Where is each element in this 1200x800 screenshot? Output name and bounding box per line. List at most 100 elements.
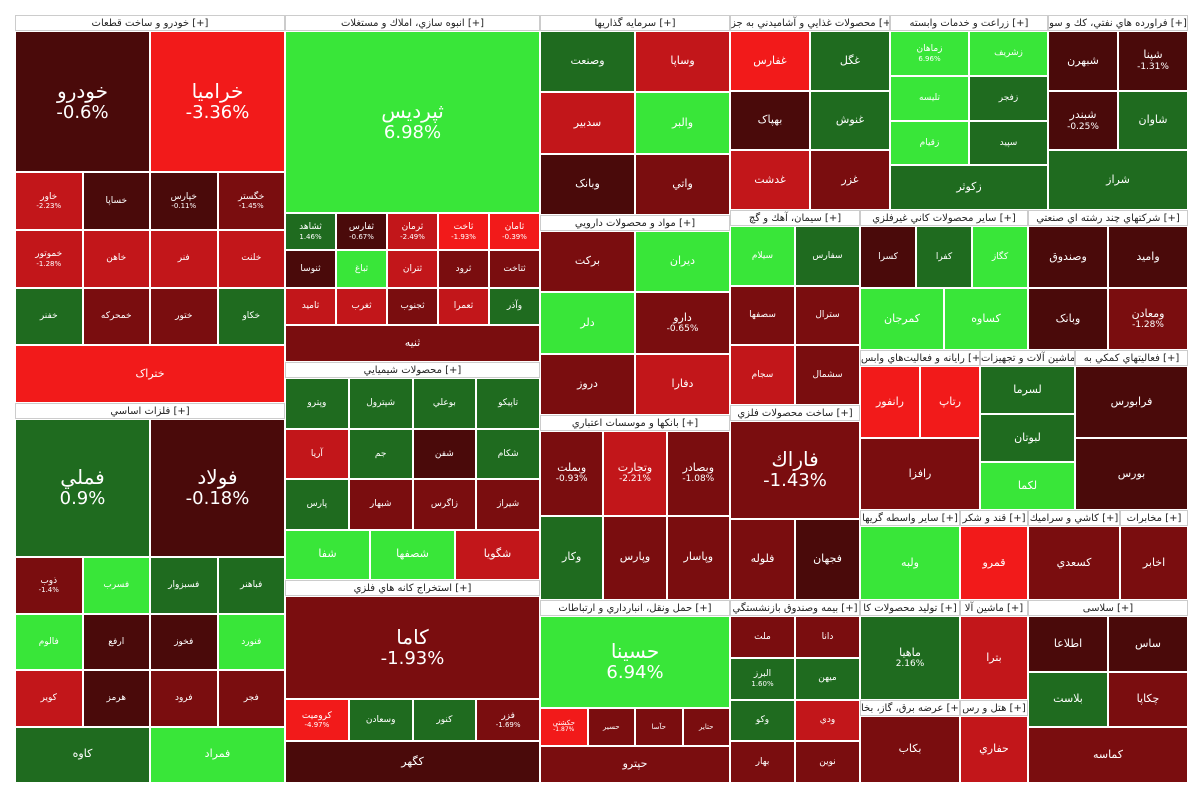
- treemap-tile[interactable]: كفرا: [916, 226, 972, 288]
- treemap-tile[interactable]: وصندوق: [1028, 226, 1108, 288]
- treemap-tile[interactable]: وبانک: [540, 153, 635, 215]
- treemap-tile[interactable]: حفاري: [960, 716, 1028, 783]
- treemap-tile[interactable]: آريا: [285, 428, 349, 479]
- treemap-tile[interactable]: اخابر: [1120, 526, 1188, 600]
- treemap-tile[interactable]: زاگرس: [412, 479, 477, 530]
- treemap-tile[interactable]: ثاخت -1.93%: [438, 213, 489, 251]
- treemap-tile[interactable]: غنوش: [810, 90, 890, 151]
- sector-header[interactable]: قند و شكر [+]: [960, 510, 1028, 526]
- treemap-tile[interactable]: وآذر: [489, 287, 540, 325]
- treemap-tile[interactable]: ثپرديس 6.98%: [285, 31, 540, 213]
- treemap-tile[interactable]: فرود: [150, 670, 218, 727]
- treemap-tile[interactable]: حكشتي -1.87%: [540, 708, 588, 746]
- treemap-tile[interactable]: لكما: [980, 462, 1075, 510]
- treemap-tile[interactable]: خمحرکه: [82, 287, 150, 346]
- treemap-tile[interactable]: فنر: [150, 229, 218, 288]
- treemap-tile[interactable]: كسعدي: [1028, 526, 1120, 600]
- treemap-tile[interactable]: ساس: [1108, 616, 1188, 672]
- treemap-tile[interactable]: واميد: [1108, 226, 1188, 288]
- treemap-tile[interactable]: حسير: [587, 708, 635, 746]
- treemap-tile[interactable]: وتجارت -2.21%: [603, 431, 667, 516]
- treemap-tile[interactable]: بكاب: [860, 716, 960, 783]
- treemap-tile[interactable]: كساوه: [944, 288, 1028, 350]
- sector-header[interactable]: شركتهاي چند رشته اي صنعتي [+]: [1028, 210, 1188, 226]
- treemap-tile[interactable]: كوير: [15, 670, 83, 727]
- treemap-tile[interactable]: شفن: [412, 428, 477, 479]
- treemap-tile[interactable]: رتاپ: [920, 366, 980, 438]
- sector-header[interactable]: فعاليتهاي كمكي به [+]: [1075, 350, 1188, 366]
- sector-header[interactable]: بيمه وصندوق بازنشستگي [+]: [730, 600, 860, 616]
- treemap-tile[interactable]: ارفع: [82, 613, 150, 670]
- sector-header[interactable]: خودرو و ساخت قطعات [+]: [15, 15, 285, 31]
- treemap-tile[interactable]: وپاسار: [666, 515, 730, 600]
- treemap-tile[interactable]: كروميت -4.97%: [285, 699, 349, 741]
- treemap-tile[interactable]: دانا: [795, 616, 860, 658]
- treemap-tile[interactable]: برکت: [540, 231, 635, 293]
- treemap-tile[interactable]: ثفارس -0.67%: [336, 213, 387, 251]
- sector-header[interactable]: توليد محصولات كا [+]: [860, 600, 960, 616]
- sector-header[interactable]: سيمان، آهك و گچ [+]: [730, 210, 860, 226]
- treemap-tile[interactable]: ثشاهد 1.46%: [285, 213, 336, 251]
- treemap-tile[interactable]: چكاپا: [1108, 671, 1188, 728]
- treemap-tile[interactable]: فسرب: [82, 557, 150, 614]
- treemap-tile[interactable]: خاهن: [82, 229, 150, 288]
- sector-header[interactable]: محصولات غذايي و آشاميدني به جز [+]: [730, 15, 890, 31]
- sector-header[interactable]: ساخت محصولات فلزي [+]: [730, 405, 860, 421]
- treemap-tile[interactable]: ثغرب: [336, 287, 387, 325]
- sector-header[interactable]: سلاسی [+]: [1028, 600, 1188, 616]
- treemap-tile[interactable]: ثجنوب: [387, 287, 438, 325]
- treemap-tile[interactable]: لسرما: [980, 366, 1075, 414]
- treemap-tile[interactable]: وبانک: [1028, 288, 1108, 350]
- treemap-tile[interactable]: سشمال: [795, 345, 860, 405]
- treemap-tile[interactable]: ثعمرا: [438, 287, 489, 325]
- sector-header[interactable]: انبوه سازي، املاك و مستغلات [+]: [285, 15, 540, 31]
- treemap-tile[interactable]: لبوتان: [980, 414, 1075, 462]
- treemap-tile[interactable]: ماهيا 2.16%: [860, 616, 960, 700]
- treemap-tile[interactable]: ثتران: [387, 250, 438, 288]
- sector-header[interactable]: زراعت و خدمات وابسته [+]: [890, 15, 1048, 31]
- treemap-tile[interactable]: زفجر: [969, 75, 1048, 121]
- treemap-tile[interactable]: شيراز: [476, 479, 540, 530]
- treemap-tile[interactable]: سترال: [795, 285, 860, 346]
- treemap-tile[interactable]: ديران: [635, 231, 730, 293]
- treemap-tile[interactable]: فلوله: [730, 519, 795, 600]
- treemap-tile[interactable]: فاراك -1.43%: [730, 421, 860, 519]
- sector-header[interactable]: فراورده هاي نفتي، كك و سو [+]: [1048, 15, 1188, 31]
- sector-header[interactable]: سرمايه گذاريها [+]: [540, 15, 730, 31]
- treemap-tile[interactable]: سپيد: [969, 120, 1048, 166]
- sector-header[interactable]: بانكها و موسسات اعتباري [+]: [540, 415, 730, 431]
- treemap-tile[interactable]: وصنعت: [540, 31, 635, 93]
- treemap-tile[interactable]: فمراد: [150, 726, 285, 783]
- sector-header[interactable]: محصولات شيميايي [+]: [285, 362, 540, 378]
- sector-header[interactable]: كاشي و سراميك [+]: [1028, 510, 1120, 526]
- treemap-tile[interactable]: وكار: [540, 515, 604, 600]
- sector-header[interactable]: ساير محصولات كاني غيرفلزي [+]: [860, 210, 1028, 226]
- sector-header[interactable]: ماشين آلات و تجهيزات [+]: [980, 350, 1075, 366]
- treemap-tile[interactable]: رافزا: [860, 438, 980, 510]
- treemap-tile[interactable]: فملي 0.9%: [15, 419, 150, 557]
- treemap-tile[interactable]: فجهان: [795, 519, 860, 600]
- treemap-tile[interactable]: وسعادن: [348, 699, 413, 741]
- treemap-tile[interactable]: وبصادر -1.08%: [666, 431, 730, 516]
- sector-header[interactable]: مخابرات [+]: [1120, 510, 1188, 526]
- treemap-tile[interactable]: فباهنر: [217, 557, 285, 614]
- treemap-tile[interactable]: بلاست: [1028, 671, 1108, 728]
- treemap-tile[interactable]: والبر: [635, 92, 730, 154]
- treemap-tile[interactable]: بوعلي: [412, 378, 477, 429]
- treemap-tile[interactable]: خگستر -1.45%: [217, 172, 285, 230]
- sector-header[interactable]: رايانه و فعاليت‌هاي وابس [+]: [860, 350, 980, 366]
- treemap-tile[interactable]: وكو: [730, 699, 795, 742]
- treemap-tile[interactable]: ثامان -0.39%: [489, 213, 540, 251]
- treemap-tile[interactable]: كگاز: [972, 226, 1028, 288]
- treemap-tile[interactable]: خپارس -0.11%: [150, 172, 218, 230]
- treemap-tile[interactable]: فنورد: [217, 613, 285, 670]
- treemap-tile[interactable]: ومعادن -1.28%: [1108, 288, 1188, 350]
- treemap-tile[interactable]: ولبه: [860, 526, 960, 600]
- treemap-tile[interactable]: ثنیه: [285, 324, 540, 362]
- treemap-tile[interactable]: واتي: [635, 153, 730, 215]
- treemap-tile[interactable]: شکام: [476, 428, 540, 479]
- sector-header[interactable]: حمل ونقل، انبارداري و ارتباطات [+]: [540, 600, 730, 616]
- treemap-tile[interactable]: شبهرن: [1048, 31, 1118, 91]
- treemap-tile[interactable]: خلنت: [217, 229, 285, 288]
- treemap-tile[interactable]: خساپا: [82, 172, 150, 230]
